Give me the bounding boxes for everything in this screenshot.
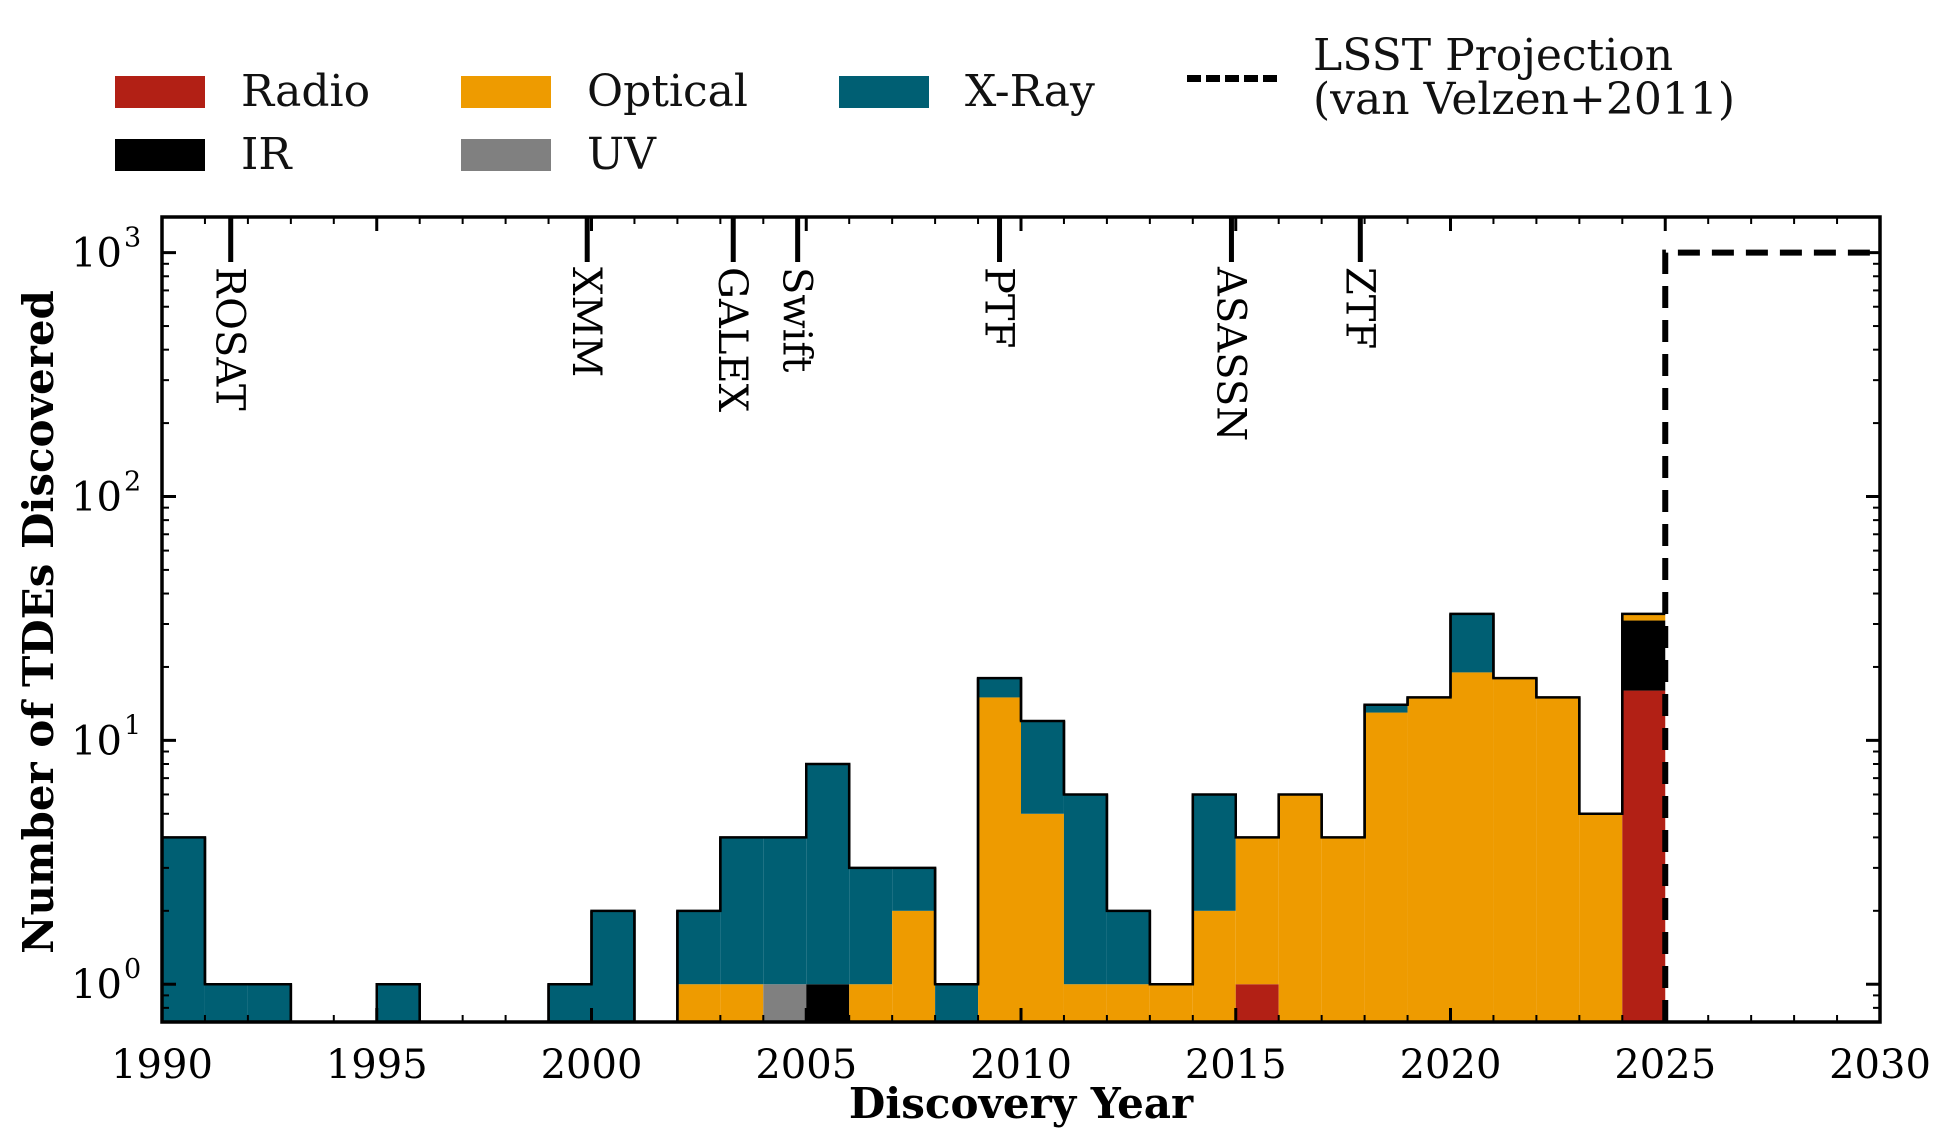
x-tick-label-2000: 2000 (541, 1042, 643, 1088)
x-tick-label-2015: 2015 (1185, 1042, 1287, 1088)
bar-optical-2002 (677, 984, 721, 1022)
mission-label-xmm: XMM (563, 267, 609, 377)
bar-optical-2021 (1493, 678, 1537, 1022)
legend-optical: Optical (461, 70, 748, 114)
bar-x-ray-2000 (591, 910, 635, 1022)
y-tick-label-100: 10 (71, 474, 122, 520)
bar-x-ray-2004 (763, 837, 807, 985)
bar-optical-2003 (720, 984, 764, 1022)
legend-xray: X-Ray (839, 70, 1095, 114)
mission-label-swift: Swift (774, 267, 820, 372)
y-tick-label-10: 10 (71, 718, 122, 764)
legend-label-radio: Radio (241, 66, 371, 117)
x-tick-label-2030: 2030 (1829, 1042, 1931, 1088)
bar-optical-2023 (1579, 813, 1623, 1022)
bar-optical-2013 (1149, 984, 1193, 1022)
bar-x-ray-2018 (1364, 704, 1408, 713)
lsst-projection-line (1662, 249, 1880, 1022)
bar-radio-2024 (1622, 690, 1666, 1022)
y-tick-base-1000: 10 (71, 231, 122, 277)
missions-group: ROSAT XMM GALEX Swift PTF ASASSN ZTF (207, 217, 1382, 441)
x-tick-label-1990: 1990 (111, 1042, 213, 1088)
bar-ir-2005 (806, 984, 850, 1022)
bar-x-ray-2003 (720, 837, 764, 985)
bar-optical-2017 (1321, 837, 1365, 1022)
bar-optical-2022 (1536, 697, 1580, 1022)
bar-uv-2004 (763, 984, 807, 1022)
bar-x-ray-2005 (806, 763, 850, 985)
bar-x-ray-1999 (548, 984, 592, 1022)
bar-x-ray-1990 (162, 837, 205, 1022)
x-tick-label-2025: 2025 (1614, 1042, 1716, 1088)
legend-swatch-ir (115, 139, 205, 171)
bar-x-ray-2006 (849, 867, 893, 985)
bar-optical-2014 (1192, 910, 1236, 1022)
bar-radio-2015 (1235, 984, 1279, 1022)
x-tick-label-1995: 1995 (326, 1042, 428, 1088)
bar-optical-2018 (1364, 712, 1408, 1022)
mission-label-rosat: ROSAT (207, 267, 253, 411)
bar-optical-2020 (1450, 672, 1494, 1022)
legend-radio: Radio (115, 70, 370, 114)
legend-label-projection: LSST Projection (van Velzen+2011) (1313, 30, 1735, 125)
mission-label-ztf: ZTF (1336, 267, 1382, 349)
y-tick-base-1: 10 (71, 962, 122, 1008)
bar-x-ray-2007 (892, 867, 936, 911)
legend-swatch-radio (115, 76, 205, 108)
x-tick-label-2020: 2020 (1400, 1042, 1502, 1088)
bar-optical-2012 (1106, 984, 1150, 1022)
y-tick-exponent-1000: 3 (124, 223, 141, 254)
y-tick-exponent-10: 1 (124, 710, 141, 741)
y-tick-base-100: 10 (71, 474, 122, 520)
mission-label-asassn: ASASSN (1207, 266, 1253, 441)
legend-swatch-optical (461, 76, 551, 108)
legend-label-uv: UV (587, 129, 656, 180)
bar-x-ray-2011 (1063, 794, 1107, 985)
bar-optical-2006 (849, 984, 893, 1022)
bar-x-ray-1995 (376, 984, 420, 1022)
legend-label-ir: IR (241, 129, 292, 180)
y-tick-exponent-1: 0 (124, 954, 141, 985)
bar-optical-2009 (978, 697, 1021, 1022)
bars-group (162, 613, 1666, 1022)
projection-group (1662, 249, 1880, 1022)
legend-projection: LSST Projection (van Velzen+2011) (1187, 34, 1735, 122)
legend-dash-projection (1187, 74, 1277, 82)
bar-x-ray-2009 (978, 678, 1021, 698)
y-axis-title: Number of TDEs Discovered (14, 290, 63, 954)
bar-optical-2016 (1278, 794, 1322, 1022)
bar-x-ray-2008 (935, 984, 979, 1022)
legend-label-optical: Optical (587, 66, 748, 117)
bar-x-ray-2014 (1192, 794, 1236, 911)
y-tick-label-1: 10 (71, 962, 122, 1008)
x-tick-label-2010: 2010 (970, 1042, 1072, 1088)
bar-optical-2015 (1235, 837, 1279, 985)
legend-label-xray: X-Ray (965, 66, 1095, 117)
y-tick-base-10: 10 (71, 718, 122, 764)
bar-x-ray-2010 (1021, 721, 1064, 814)
bar-optical-2019 (1407, 697, 1451, 1022)
y-tick-label-1000: 10 (71, 231, 122, 277)
legend-swatch-uv (461, 139, 551, 171)
bar-optical-2024 (1622, 613, 1666, 621)
y-tick-exponent-100: 2 (124, 466, 141, 497)
bar-x-ray-2002 (677, 910, 721, 985)
bar-optical-2011 (1063, 984, 1107, 1022)
legend-ir: IR (115, 133, 292, 177)
x-axis-title: Discovery Year (849, 1079, 1194, 1128)
bar-optical-2007 (892, 910, 936, 1022)
bar-optical-2010 (1021, 813, 1064, 1022)
x-tick-label-2005: 2005 (755, 1042, 857, 1088)
bar-x-ray-2020 (1450, 613, 1494, 673)
legend-uv: UV (461, 133, 656, 177)
mission-label-ptf: PTF (976, 267, 1022, 348)
mission-label-galex: GALEX (709, 267, 755, 413)
legend-swatch-xray (839, 76, 929, 108)
bar-x-ray-1991 (204, 984, 248, 1022)
bar-x-ray-2012 (1106, 910, 1150, 985)
bar-ir-2024 (1622, 620, 1666, 691)
bar-x-ray-1992 (247, 984, 291, 1022)
